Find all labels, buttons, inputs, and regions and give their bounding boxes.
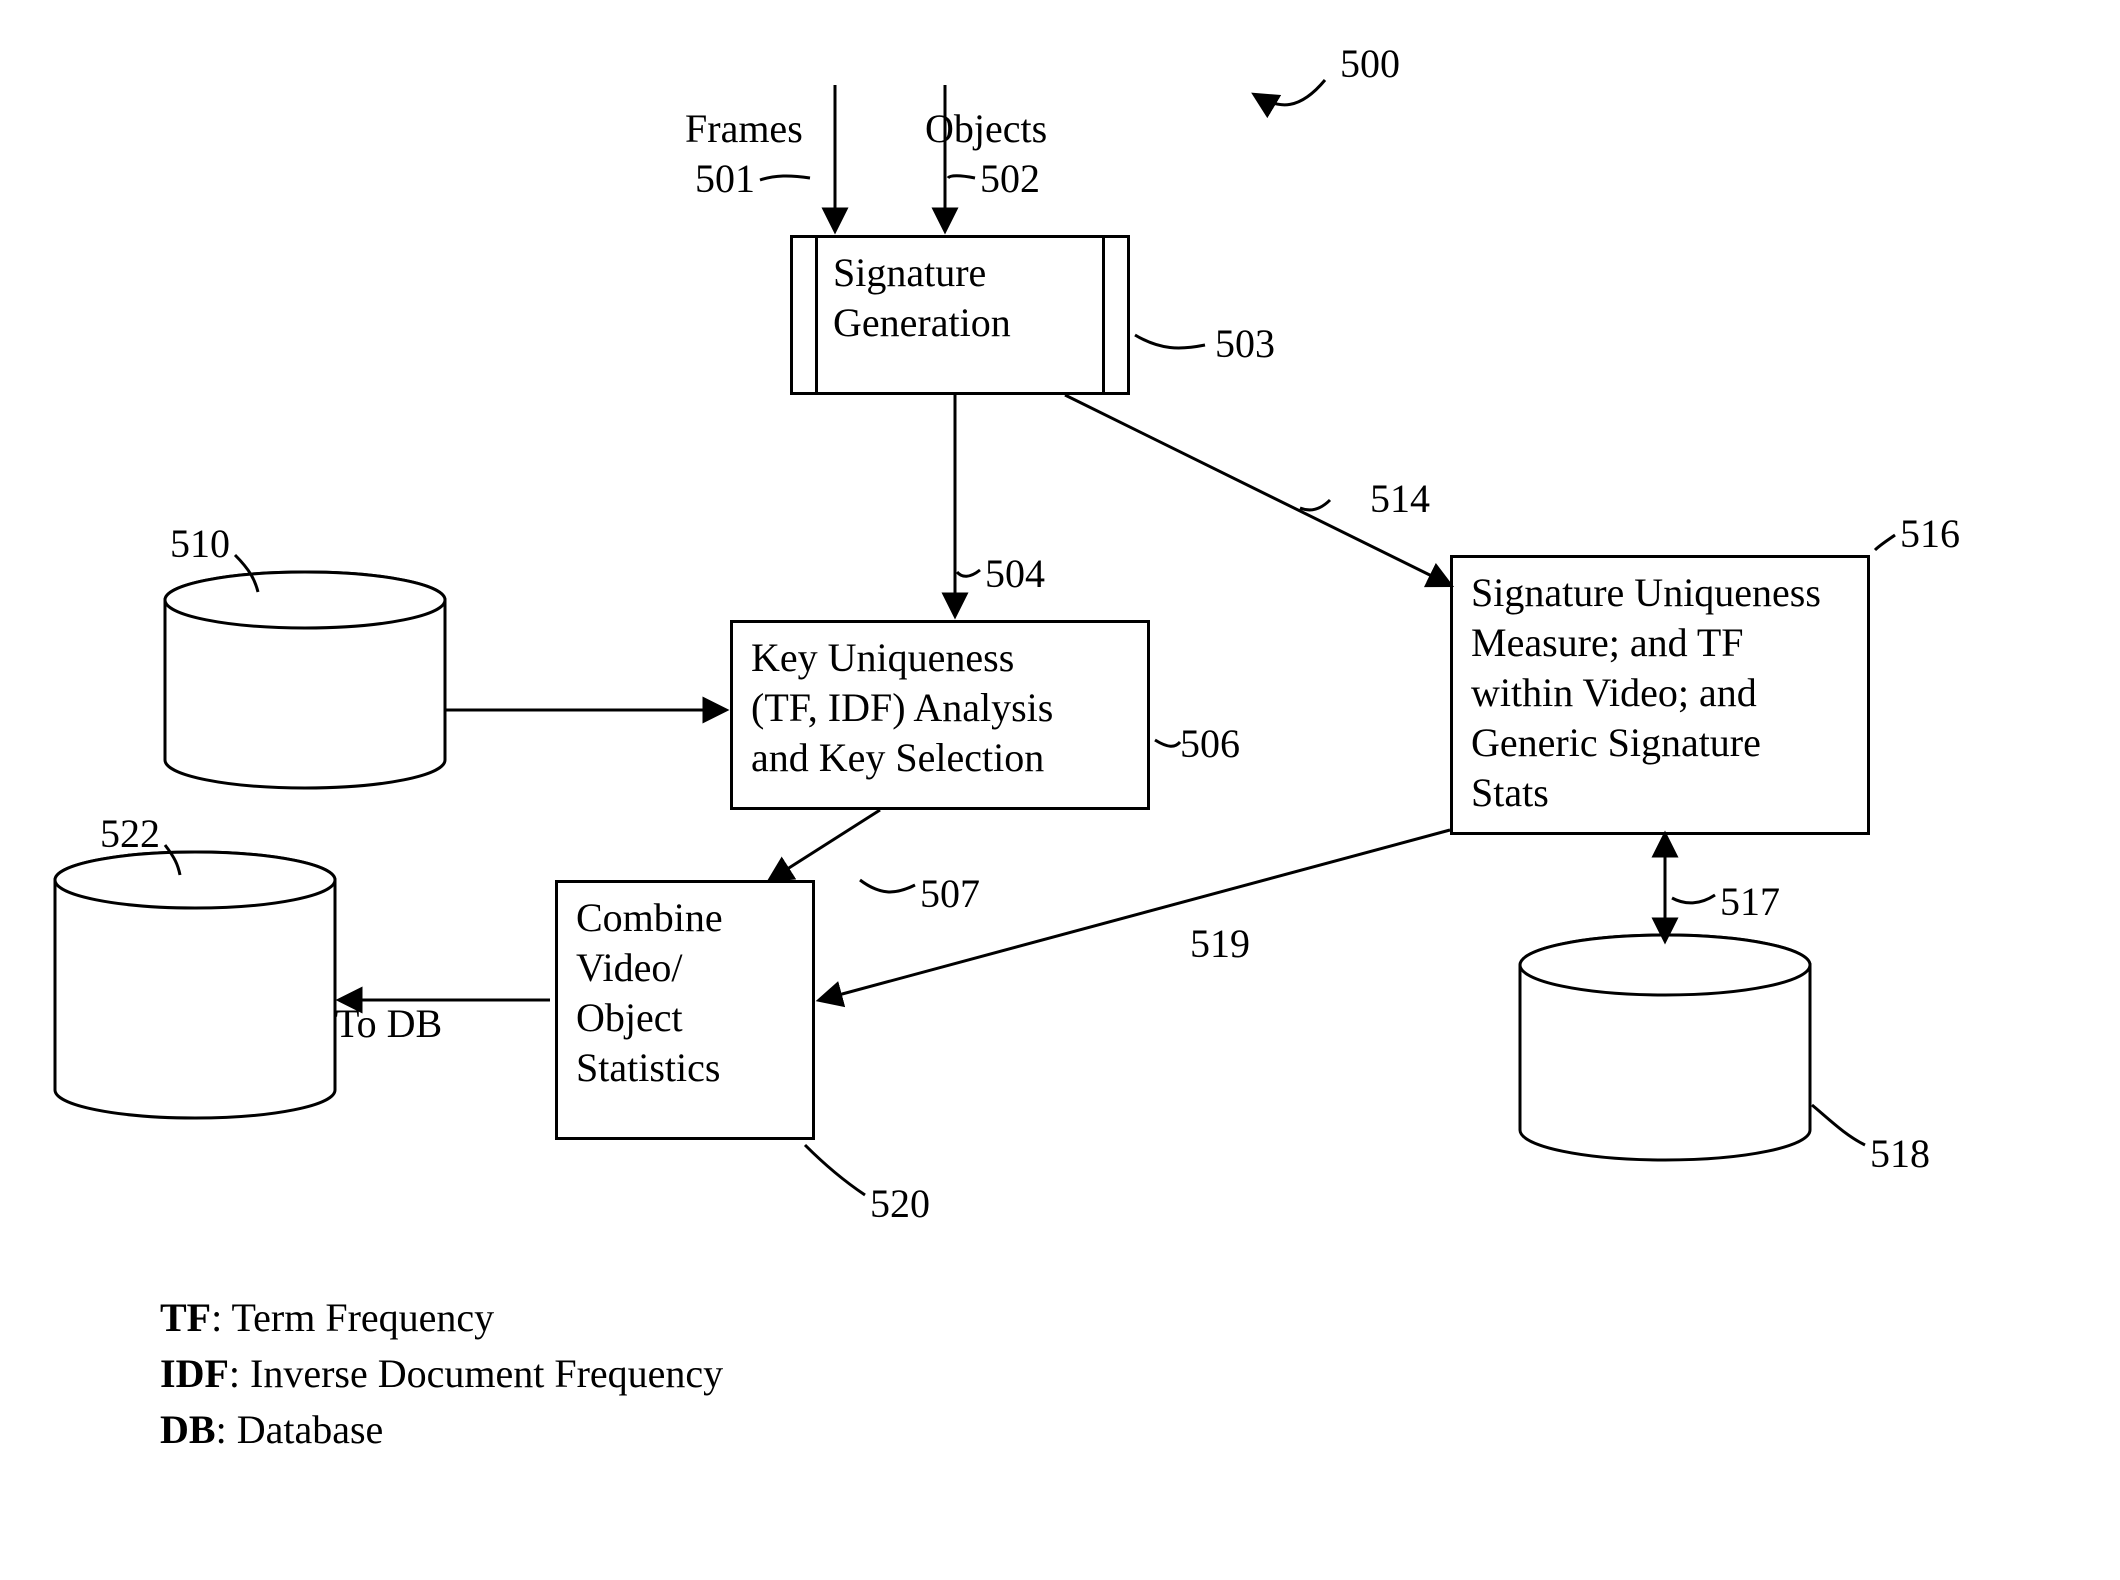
ref-504: 504 <box>985 550 1045 597</box>
ref-501: 501 <box>695 155 755 202</box>
legend-item-tf: TF: Term Frequency <box>160 1290 723 1346</box>
node-key-uniqueness: Key Uniqueness(TF, IDF) Analysisand Key … <box>730 620 1150 810</box>
input-label-frames: Frames <box>685 105 803 153</box>
legend: TF: Term Frequency IDF: Inverse Document… <box>160 1290 723 1458</box>
node-signature-uniqueness: Signature UniquenessMeasure; and TFwithi… <box>1450 555 1870 835</box>
edge-label-to-db: To DB <box>335 1000 442 1048</box>
ref-507: 507 <box>920 870 980 917</box>
node-signature-generation: SignatureGeneration <box>790 235 1130 395</box>
input-label-objects: Objects <box>925 105 1047 153</box>
node-video-db-text: Video/ObjectDatabase(s) <box>95 920 284 1070</box>
ref-514: 514 <box>1370 475 1430 522</box>
node-initial-db-text: Initial Video/Object DB <box>190 645 401 745</box>
diagram-stage: 500 Frames 501 Objects 502 SignatureGene… <box>0 0 2120 1580</box>
legend-item-idf: IDF: Inverse Document Frequency <box>160 1346 723 1402</box>
ref-506: 506 <box>1180 720 1240 767</box>
node-sig-stats-db-text: SignatureStatistics <box>1565 1000 1718 1100</box>
legend-item-db: DB: Database <box>160 1402 723 1458</box>
ref-522: 522 <box>100 810 160 857</box>
node-combine-stats-text: CombineVideo/ObjectStatistics <box>576 895 723 1090</box>
ref-503: 503 <box>1215 320 1275 367</box>
ref-518: 518 <box>1870 1130 1930 1177</box>
ref-502: 502 <box>980 155 1040 202</box>
ref-517: 517 <box>1720 878 1780 925</box>
node-signature-uniqueness-text: Signature UniquenessMeasure; and TFwithi… <box>1471 570 1821 815</box>
ref-510: 510 <box>170 520 230 567</box>
figure-ref-500: 500 <box>1340 40 1400 87</box>
node-combine-stats: CombineVideo/ObjectStatistics <box>555 880 815 1140</box>
node-signature-generation-text: SignatureGeneration <box>833 250 1011 345</box>
node-key-uniqueness-text: Key Uniqueness(TF, IDF) Analysisand Key … <box>751 635 1053 780</box>
ref-520: 520 <box>870 1180 930 1227</box>
ref-519: 519 <box>1190 920 1250 967</box>
ref-516: 516 <box>1900 510 1960 557</box>
